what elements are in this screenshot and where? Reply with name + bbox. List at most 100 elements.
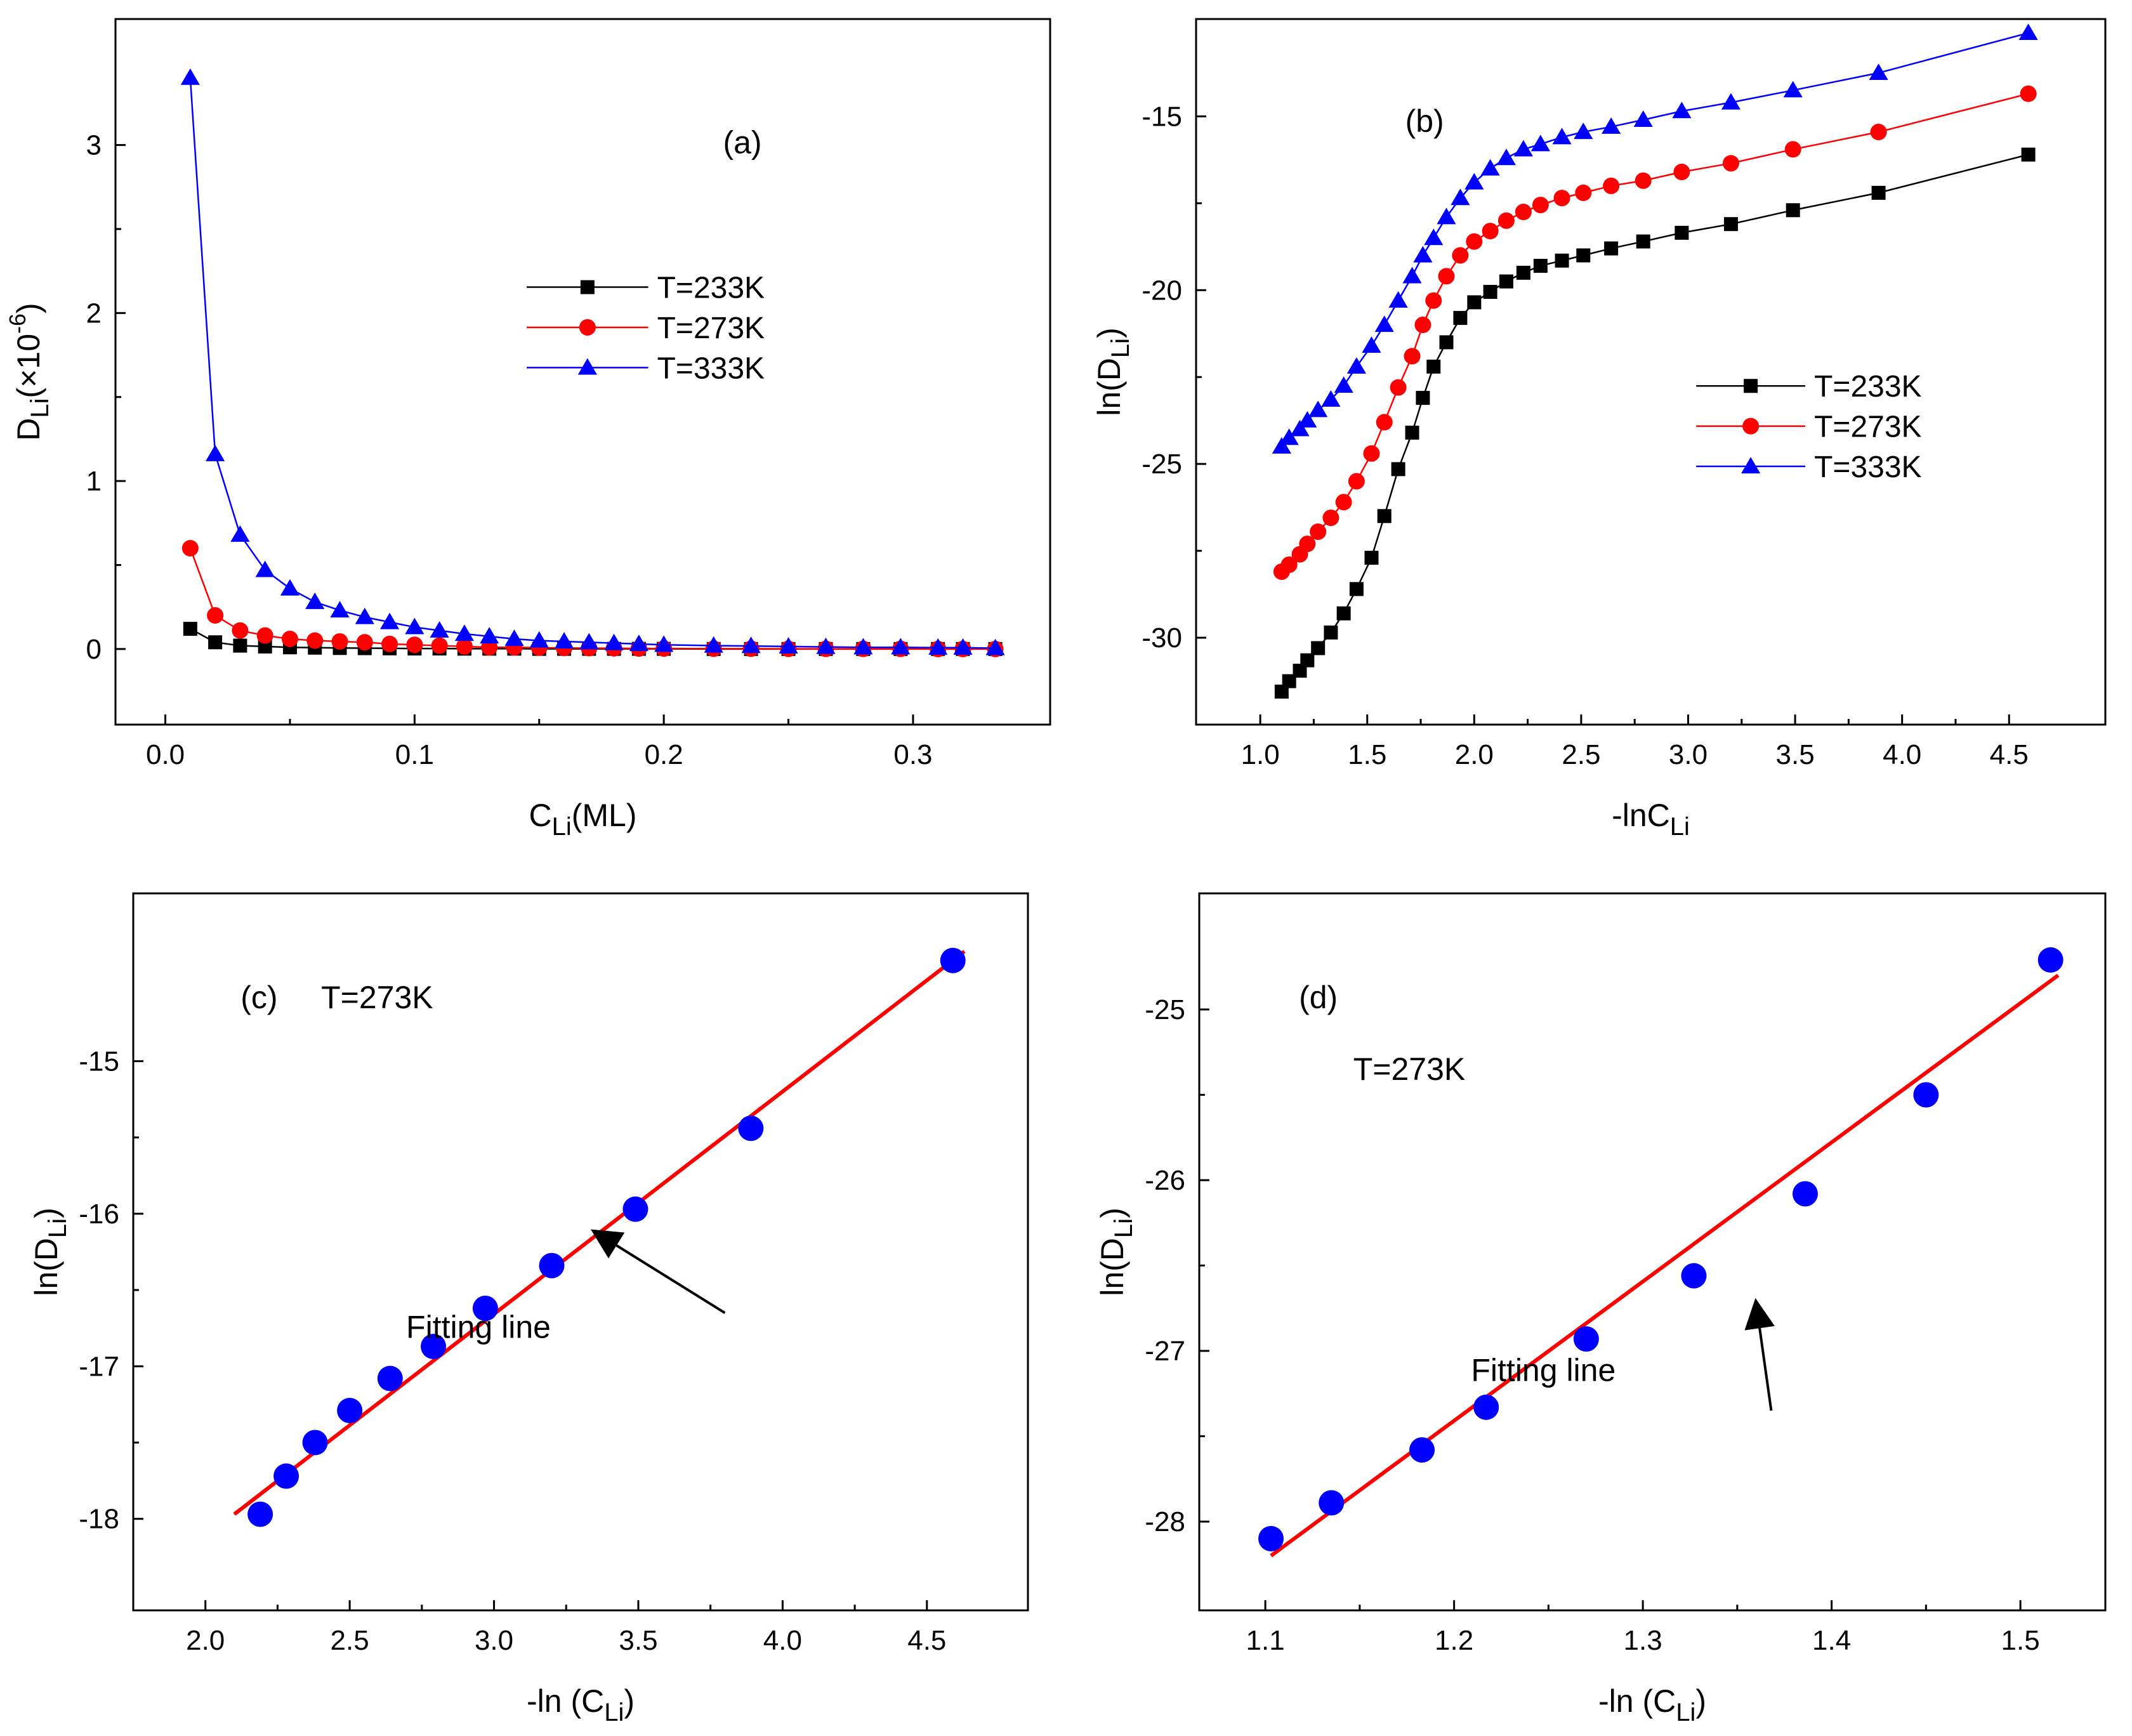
data-point — [1552, 128, 1572, 145]
data-point — [1280, 556, 1298, 574]
data-point — [1362, 336, 1381, 353]
data-point — [891, 638, 911, 655]
legend-entry: T=233K — [527, 272, 765, 305]
data-point — [604, 633, 624, 650]
data-point — [1635, 172, 1652, 189]
data-point — [1348, 473, 1365, 490]
data-point — [1722, 155, 1739, 172]
data-point — [1792, 1181, 1818, 1207]
x-tick-label: 4.5 — [1990, 739, 2029, 770]
data-point — [741, 636, 761, 654]
legend-label: T=333K — [1814, 450, 1921, 484]
x-axis-label: -lnCLi — [1612, 798, 1690, 841]
data-point — [1721, 93, 1741, 110]
y-tick-label: -28 — [1145, 1506, 1185, 1537]
data-point — [406, 636, 423, 654]
y-tick-label: 3 — [86, 130, 102, 161]
legend: T=233K T=273K T=333K — [1696, 370, 1922, 484]
data-point — [1636, 234, 1650, 249]
data-point — [472, 1295, 498, 1321]
data-point — [779, 637, 798, 654]
y-tick-label: -20 — [1142, 275, 1182, 306]
data-point — [1576, 248, 1591, 263]
y-tick-label: -27 — [1145, 1336, 1185, 1367]
x-tick-label: 1.1 — [1246, 1625, 1285, 1656]
data-point — [181, 540, 199, 556]
data-point — [1334, 376, 1353, 393]
data-point — [1311, 641, 1326, 655]
data-point — [1298, 411, 1317, 428]
data-point — [1282, 674, 1296, 688]
x-tick-label: 2.0 — [186, 1625, 225, 1656]
x-tick-label: 0.3 — [893, 739, 932, 770]
data-point — [1319, 1490, 1345, 1516]
data-point — [1473, 1394, 1499, 1420]
data-point — [1532, 197, 1549, 214]
data-point — [405, 617, 424, 635]
data-point — [380, 612, 400, 629]
legend-marker — [577, 358, 597, 375]
data-point — [1497, 212, 1515, 229]
data-point — [1335, 494, 1352, 511]
data-point — [529, 631, 549, 648]
x-axis-label: -ln (CLi) — [527, 1683, 635, 1726]
data-point — [554, 632, 574, 649]
legend-label: T=273K — [657, 312, 765, 345]
data-point — [1575, 184, 1592, 201]
data-point — [302, 1430, 328, 1456]
data-point — [1786, 203, 1800, 218]
data-point — [454, 624, 474, 641]
data-point — [1310, 523, 1327, 540]
data-point — [256, 627, 273, 644]
data-point — [1405, 425, 1419, 440]
x-tick-label: 4.0 — [1883, 739, 1921, 770]
series-line — [189, 77, 996, 649]
data-point — [1633, 110, 1653, 127]
data-point — [1364, 551, 1379, 565]
data-point — [183, 622, 197, 636]
x-tick-label: 4.5 — [907, 1625, 946, 1656]
legend-entry: T=233K — [1696, 370, 1922, 404]
x-tick-label: 3.0 — [1669, 739, 1708, 770]
data-point — [1308, 400, 1328, 418]
data-point — [430, 621, 449, 638]
data-point — [622, 1196, 648, 1222]
data-point — [1573, 1326, 1599, 1352]
data-point — [1322, 510, 1339, 527]
data-point — [1404, 348, 1421, 365]
legend-marker — [1744, 379, 1758, 393]
legend: T=233K T=273K T=333K — [527, 272, 765, 385]
x-tick-label: 2.5 — [331, 1625, 369, 1656]
data-point — [928, 638, 948, 655]
data-point — [985, 638, 1005, 655]
data-point — [1439, 335, 1454, 350]
data-point — [1452, 247, 1469, 264]
y-tick-label: -16 — [79, 1199, 119, 1230]
data-point — [1723, 217, 1738, 232]
data-point — [579, 633, 599, 650]
x-tick-label: 4.0 — [763, 1625, 802, 1656]
data-point — [1555, 253, 1569, 268]
data-point — [207, 607, 224, 624]
y-tick-label: -15 — [1142, 101, 1182, 132]
data-point — [1603, 177, 1620, 194]
data-point — [1453, 311, 1468, 326]
data-point — [305, 592, 325, 609]
y-tick-label: -25 — [1145, 994, 1185, 1025]
x-tick-label: 0.0 — [146, 739, 185, 770]
data-point — [1426, 359, 1441, 374]
data-point — [281, 630, 298, 647]
data-point — [1272, 437, 1291, 454]
data-point — [480, 627, 499, 644]
data-point — [431, 637, 448, 654]
fit-line-label: Fitting line — [1471, 1352, 1615, 1388]
data-point — [1784, 141, 1801, 158]
x-tick-label: 3.0 — [475, 1625, 513, 1656]
y-tick-label: -30 — [1142, 622, 1182, 654]
data-point — [1870, 124, 1887, 141]
x-tick-label: 2.5 — [1562, 739, 1600, 770]
panel-a: 0.0 0.1 0.2 0.3 0 1 2 3 CLi(ML) DLi(×10-6) (a) T=23… — [4, 18, 1051, 841]
data-point — [1290, 419, 1310, 437]
legend-label: T=273K — [1814, 411, 1921, 444]
